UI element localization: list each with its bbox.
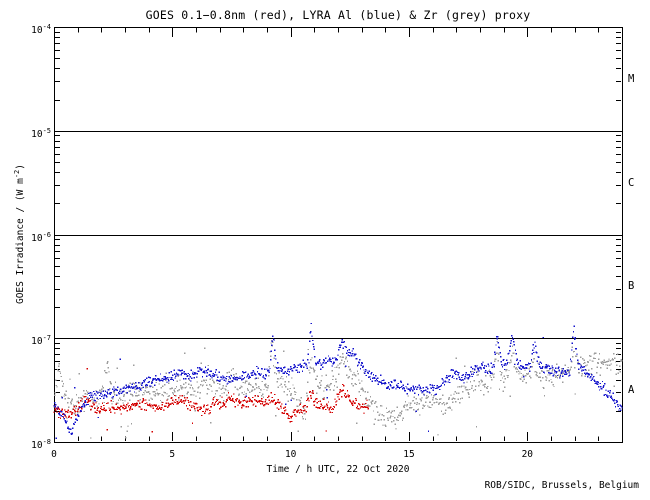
- flare-class-label-b: B: [628, 280, 635, 293]
- data-points-lyra-al-proxy: [53, 322, 623, 439]
- data-points-lyra-zr-proxy: [53, 340, 623, 439]
- plot-frame: [54, 27, 623, 443]
- y-tick-label: 10-7: [31, 334, 51, 348]
- chart-title: GOES 0.1−0.8nm (red), LYRA Al (blue) & Z…: [145, 8, 531, 22]
- y-tick-label: 10-5: [31, 126, 51, 140]
- y-tick-label: 10-4: [31, 23, 51, 36]
- flare-class-label-c: C: [628, 176, 635, 189]
- data-points-goes-0-1-0-8nm: [53, 368, 369, 433]
- x-tick-label: 10: [284, 449, 297, 460]
- y-axis-label-exponent: -2: [13, 169, 21, 179]
- x-tick-label: 5: [169, 449, 176, 460]
- x-tick-label: 0: [51, 449, 57, 460]
- y-tick-label: 10-8: [31, 438, 51, 451]
- credit-text: ROB/SIDC, Brussels, Belgium: [484, 480, 639, 491]
- y-axis-label-close: ): [15, 164, 26, 170]
- x-tick-label: 15: [403, 449, 415, 460]
- x-axis-label: Time / h UTC, 22 Oct 2020: [266, 464, 410, 475]
- y-tick-label: 10-6: [31, 230, 51, 244]
- x-tick-label: 20: [521, 449, 534, 460]
- flare-class-label-m: M: [628, 73, 635, 85]
- y-axis-label-text: GOES Irradiance / (W m: [15, 178, 26, 305]
- flare-class-label-a: A: [628, 384, 635, 397]
